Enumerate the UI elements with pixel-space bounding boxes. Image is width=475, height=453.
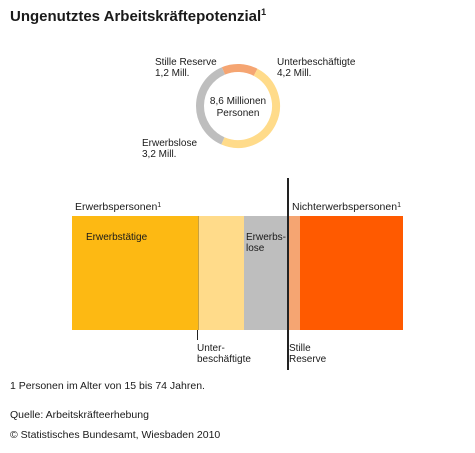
label-unterbeschaeftigte: Unterbeschäftigte 4,2 Mill. [277,57,355,79]
section-erwerbspersonen-text: Erwerbspersonen [75,201,158,213]
bar-label-stille-line1: Stille [289,343,311,354]
donut-slice-unterbeschaeftigte [221,68,280,148]
bar-label-unterbeschaeftigte: Unter- beschäftigte [197,343,251,365]
section-nichterwerbspersonen: Nichterwerbspersonen1 [292,201,401,213]
donut-center-line1: 8,6 Millionen [209,96,267,107]
footnote: 1 Personen im Alter von 15 bis 74 Jahren… [10,380,205,392]
bar-label-unter-line1: Unter- [197,343,225,354]
section-erwerbspersonen: Erwerbspersonen1 [75,201,161,213]
donut-slice-erwerbslose [196,67,226,145]
section-nichterwerbspersonen-text: Nichterwerbspersonen [292,201,398,213]
bar-nichterwerbspersonen [300,216,403,330]
donut-center-line2: Personen [216,108,260,119]
donut-slice-stille-reserve [221,64,258,76]
bar-label-erwerbstaetige: Erwerbstätige [86,232,148,243]
chart-title-footnote-mark: 1 [261,7,267,17]
bar-erwerbslose [244,216,287,330]
bar-label-stille-line2: Reserve [289,354,327,365]
bar-unterbeschaeftigte [198,216,244,330]
bar-label-erwerbslose-line1: Erwerbs- [246,232,287,243]
bar-label-unter-line2: beschäftigte [197,354,251,365]
donut-center-label: 8,6 Millionen Personen [184,96,292,120]
label-stille-reserve: Stille Reserve 1,2 Mill. [155,57,217,79]
divider-line [287,178,289,370]
chart-title-text: Ungenutztes Arbeitskräftepotenzial [10,8,262,25]
label-unterbeschaeftigte-name: Unterbeschäftigte [277,57,356,68]
bar-label-erwerbslose-line2: lose [246,243,265,254]
label-stille-reserve-value: 1,2 Mill. [155,68,190,79]
label-erwerbslose-value: 3,2 Mill. [142,149,177,160]
section-nichterwerbspersonen-sup: 1 [397,202,401,209]
chart-title: Ungenutztes Arbeitskräftepotenzial1 [10,7,266,25]
label-unterbeschaeftigte-value: 4,2 Mill. [277,68,312,79]
section-erwerbspersonen-sup: 1 [157,202,162,209]
source-note: Quelle: Arbeitskräfteerhebung [10,409,149,421]
copyright-note: © Statistisches Bundesamt, Wiesbaden 201… [10,429,221,441]
leader-unterbeschaeftigte [197,330,198,340]
bar-label-erwerbslose: Erwerbs- lose [246,232,286,254]
label-stille-reserve-name: Stille Reserve [155,57,217,68]
label-erwerbslose: Erwerbslose 3,2 Mill. [142,138,197,160]
label-erwerbslose-name: Erwerbslose [142,138,198,149]
bar-erwerbstaetige [72,216,198,330]
bar-stille-reserve [288,216,300,330]
bar-label-stille-reserve: Stille Reserve [289,343,326,365]
donut-hole [205,73,271,139]
